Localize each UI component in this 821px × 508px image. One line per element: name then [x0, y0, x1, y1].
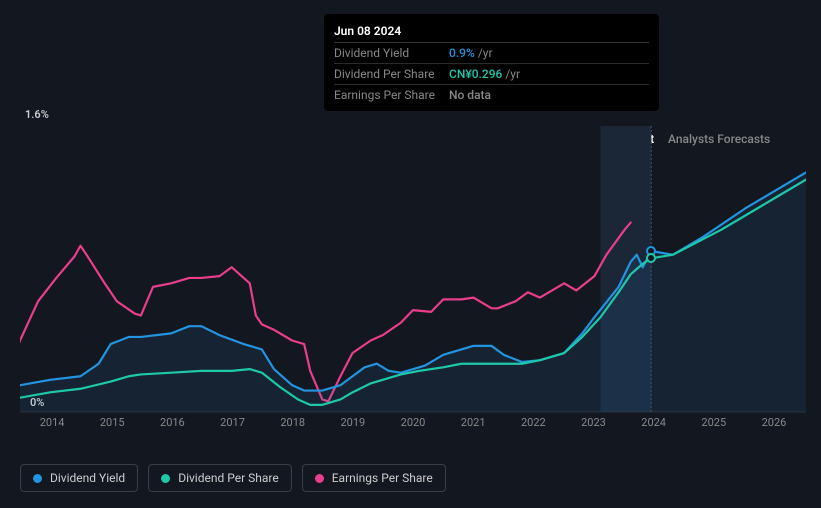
x-axis-labels: 2014201520162017201820192020202120222023…	[20, 416, 806, 429]
legend-color-dot	[161, 474, 170, 483]
tooltip-metric-suffix: /yr	[505, 67, 520, 81]
x-axis-year: 2024	[624, 416, 684, 429]
legend-label: Dividend Yield	[50, 471, 125, 485]
x-axis-year: 2015	[82, 416, 142, 429]
x-axis-year: 2019	[323, 416, 383, 429]
legend-item[interactable]: Earnings Per Share	[302, 464, 446, 492]
chart-svg	[20, 104, 806, 429]
tooltip-row: Dividend Per ShareCN¥0.296/yr	[334, 64, 649, 85]
tooltip-row: Dividend Yield0.9%/yr	[334, 43, 649, 64]
x-axis-year: 2026	[744, 416, 804, 429]
chart-area[interactable]: 1.6% 0% Past Analysts Forecasts 20142015…	[20, 104, 806, 429]
x-axis-year: 2025	[684, 416, 744, 429]
tooltip-metric-value: 0.9%	[449, 46, 475, 60]
x-axis-year: 2014	[22, 416, 82, 429]
tooltip-metric-suffix: /yr	[478, 46, 493, 60]
tooltip-date: Jun 08 2024	[334, 20, 649, 43]
legend: Dividend Yield Dividend Per Share Earnings…	[20, 464, 446, 492]
x-axis-year: 2016	[142, 416, 202, 429]
legend-label: Dividend Per Share	[178, 471, 279, 485]
tooltip-metric-value: No data	[449, 88, 491, 102]
tooltip-row: Earnings Per ShareNo data	[334, 85, 649, 105]
hover-tooltip: Jun 08 2024 Dividend Yield0.9%/yrDividen…	[324, 14, 659, 111]
x-axis-year: 2018	[263, 416, 323, 429]
legend-item[interactable]: Dividend Yield	[20, 464, 138, 492]
x-axis-year: 2020	[383, 416, 443, 429]
x-axis-year: 2022	[503, 416, 563, 429]
x-axis-year: 2017	[202, 416, 262, 429]
x-axis-year: 2023	[563, 416, 623, 429]
tooltip-metric-label: Earnings Per Share	[334, 88, 449, 102]
x-axis-year: 2021	[443, 416, 503, 429]
legend-color-dot	[315, 474, 324, 483]
tooltip-metric-value: CN¥0.296	[449, 67, 502, 81]
tooltip-metric-label: Dividend Yield	[334, 46, 449, 60]
legend-color-dot	[33, 474, 42, 483]
legend-label: Earnings Per Share	[332, 471, 433, 485]
legend-item[interactable]: Dividend Per Share	[148, 464, 292, 492]
hover-marker	[646, 253, 656, 263]
tooltip-metric-label: Dividend Per Share	[334, 67, 449, 81]
